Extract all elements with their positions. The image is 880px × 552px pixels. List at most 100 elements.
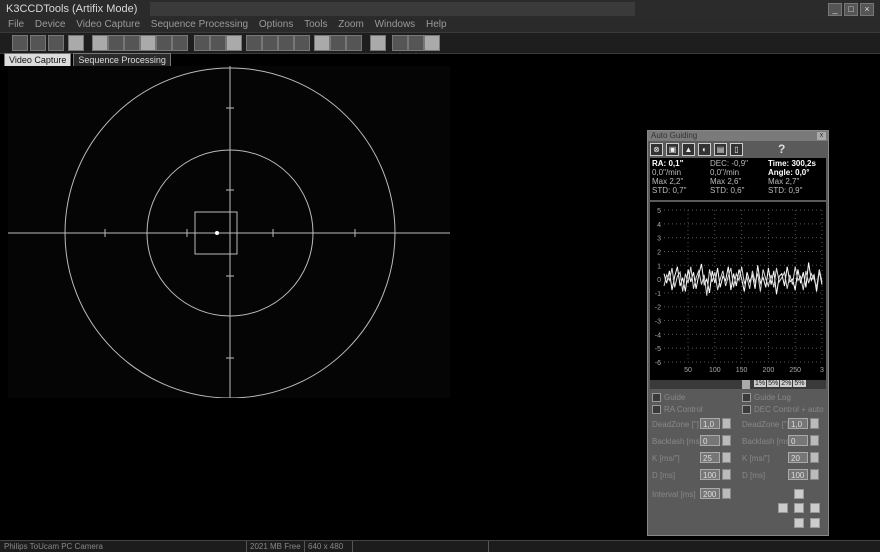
interval-spinner[interactable] — [722, 488, 731, 499]
dec-icon[interactable] — [278, 35, 294, 51]
star-icon[interactable] — [370, 35, 386, 51]
document-icon[interactable]: ▯ — [730, 143, 743, 156]
frames-icon[interactable] — [124, 35, 140, 51]
title-band — [150, 2, 635, 16]
calibrate-icon[interactable]: ▣ — [666, 143, 679, 156]
menu-tools[interactable]: Tools — [304, 19, 328, 30]
panel-icon-row: ⊗ ▣ ▲ ◐ ▤ ▯ — [650, 143, 743, 157]
mount-icon[interactable]: ▲ — [682, 143, 695, 156]
east-arrow-button[interactable] — [810, 503, 820, 513]
ra-d-input[interactable]: 100 — [700, 469, 720, 480]
dec-k-spinner[interactable] — [810, 452, 819, 463]
scroll-thumb[interactable] — [742, 380, 750, 389]
zoom-button[interactable]: 2% — [780, 380, 793, 387]
menu-zoom[interactable]: Zoom — [338, 19, 364, 30]
menu-video-capture[interactable]: Video Capture — [76, 19, 141, 30]
graph-scrollbar[interactable]: 1% 5% 2% 5% — [650, 380, 826, 389]
west-arrow-button[interactable] — [778, 503, 788, 513]
track-icon[interactable] — [294, 35, 310, 51]
align-icon[interactable] — [210, 35, 226, 51]
help-icon[interactable]: ? — [778, 142, 786, 156]
zoom-button[interactable]: 5% — [767, 380, 780, 387]
south-arrow-button[interactable] — [794, 518, 804, 528]
ra-backlash-input[interactable]: 0 — [700, 435, 720, 446]
reticle-ticks — [104, 107, 356, 359]
menu-device[interactable]: Device — [34, 19, 66, 30]
dec-stats: DEC: -0,9" 0,0"/min Max 2,6" STD: 0,6" — [710, 159, 748, 195]
ra-icon[interactable] — [262, 35, 278, 51]
guide-stats: RA: 0,1" 0,0"/min Max 2,2" STD: 0,7" DEC… — [650, 158, 826, 200]
y-tick-label: -2 — [655, 305, 661, 312]
histogram-icon[interactable] — [172, 35, 188, 51]
guide-icon[interactable] — [346, 35, 362, 51]
minimize-icon[interactable]: _ — [828, 3, 842, 16]
dec-control-checkbox[interactable]: DEC Control + auto — [742, 405, 824, 415]
guide-checkbox[interactable]: Guide — [652, 393, 685, 403]
dec-deadzone-input[interactable]: 1,0 — [788, 418, 808, 429]
zoom-button[interactable]: 5% — [793, 380, 806, 387]
y-tick-label: 0 — [657, 277, 661, 284]
close-icon[interactable]: x — [817, 132, 826, 140]
ra-d-spinner[interactable] — [722, 469, 731, 480]
menu-file[interactable]: File — [8, 19, 25, 30]
zoom-button[interactable]: 1% — [754, 380, 767, 387]
grid-icon[interactable] — [226, 35, 242, 51]
dec-d-spinner[interactable] — [810, 469, 819, 480]
camera-preview[interactable] — [8, 66, 450, 399]
focus-icon[interactable] — [156, 35, 172, 51]
line-icon[interactable] — [246, 35, 262, 51]
dec-backlash-spinner[interactable] — [810, 435, 819, 446]
open-icon[interactable] — [12, 35, 28, 51]
panel-title-bar[interactable]: Auto Guiding x — [648, 131, 828, 141]
dec-k-input[interactable]: 20 — [788, 452, 808, 463]
interval-input[interactable]: 200 — [700, 488, 720, 499]
ra-control-checkbox[interactable]: RA Control — [652, 405, 703, 415]
dec-deadzone-spinner[interactable] — [810, 418, 819, 429]
chart-icon[interactable] — [424, 35, 440, 51]
x-tick-label: 3 — [820, 367, 824, 374]
menu-sequence-processing[interactable]: Sequence Processing — [150, 19, 249, 30]
stack-icon[interactable] — [194, 35, 210, 51]
maximize-icon[interactable]: □ — [844, 3, 858, 16]
ra-deadzone-spinner[interactable] — [722, 418, 731, 429]
ra-k-input[interactable]: 25 — [700, 452, 720, 463]
auto-guiding-panel: Auto Guiding x ⊗ ▣ ▲ ◐ ▤ ▯ ? RA: 0,1" 0,… — [647, 130, 829, 536]
resolution-status: 640 x 480 — [308, 542, 344, 551]
guide-log-checkbox[interactable]: Guide Log — [742, 393, 791, 403]
stop-button[interactable] — [810, 518, 820, 528]
x-tick-label: 150 — [736, 367, 748, 374]
crosshair-icon[interactable]: ⊗ — [650, 143, 663, 156]
crosshair-icon[interactable] — [314, 35, 330, 51]
copy-icon[interactable] — [48, 35, 64, 51]
ra-k-spinner[interactable] — [722, 452, 731, 463]
video-icon[interactable] — [92, 35, 108, 51]
guide-error-series — [663, 266, 823, 296]
telescope-icon[interactable] — [392, 35, 408, 51]
ra-backlash-spinner[interactable] — [722, 435, 731, 446]
tab-sequence-processing[interactable]: Sequence Processing — [73, 53, 171, 67]
guide-reticle — [8, 66, 450, 399]
dec-backlash-input[interactable]: 0 — [788, 435, 808, 446]
dec-k-label: K [ms/"] — [742, 454, 770, 463]
film-icon[interactable]: ▤ — [714, 143, 727, 156]
menu-windows[interactable]: Windows — [374, 19, 416, 30]
tab-video-capture[interactable]: Video Capture — [4, 53, 72, 67]
snapshot-icon[interactable] — [140, 35, 156, 51]
menu-options[interactable]: Options — [258, 19, 294, 30]
dec-mode[interactable]: + auto — [801, 405, 824, 414]
film-icon[interactable] — [108, 35, 124, 51]
north-arrow-button[interactable] — [794, 489, 804, 499]
dec-d-input[interactable]: 100 — [788, 469, 808, 480]
center-button[interactable] — [794, 503, 804, 513]
y-tick-label: 2 — [657, 249, 661, 256]
target-icon[interactable] — [330, 35, 346, 51]
ra-deadzone-input[interactable]: 1,0 — [700, 418, 720, 429]
menu-help[interactable]: Help — [425, 19, 447, 30]
capture-icon[interactable] — [68, 35, 84, 51]
reset-icon[interactable]: ◐ — [698, 143, 711, 156]
close-icon[interactable]: × — [860, 3, 874, 16]
settings-icon[interactable] — [408, 35, 424, 51]
ra-backlash-label: Backlash [ms] — [652, 437, 702, 446]
save-icon[interactable] — [30, 35, 46, 51]
window-controls: _ □ × — [828, 3, 874, 16]
